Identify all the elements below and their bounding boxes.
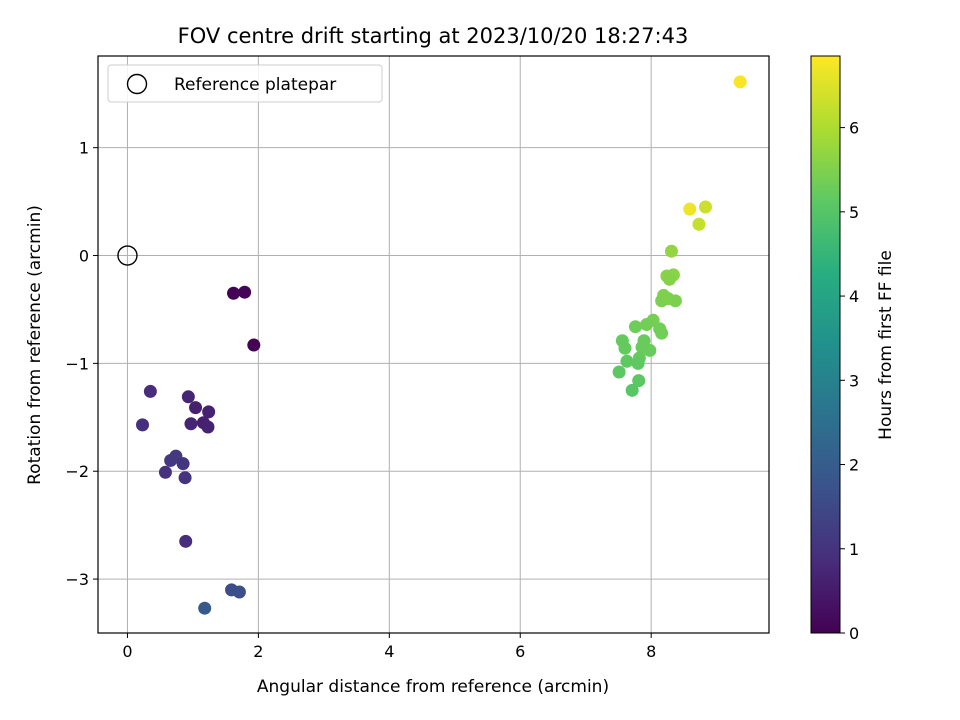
data-point: [202, 405, 216, 419]
data-point: [232, 585, 246, 599]
x-tick-label: 4: [384, 642, 394, 661]
y-tick-label: −1: [65, 354, 89, 373]
grid: [98, 56, 769, 633]
y-axis-ticks: −3 −2 −1 0 1: [65, 139, 98, 589]
data-point: [164, 453, 178, 467]
colorbar-tick-label: 5: [849, 203, 859, 222]
data-point: [238, 285, 252, 299]
y-tick-label: 0: [79, 247, 89, 266]
legend: Reference platepar: [107, 64, 383, 103]
colorbar-tick-label: 3: [849, 371, 859, 390]
data-point: [136, 418, 150, 432]
data-point: [628, 320, 642, 334]
data-points: [136, 75, 747, 615]
data-point: [143, 384, 157, 398]
data-point: [247, 338, 261, 352]
x-axis-ticks: 0 2 4 6 8: [122, 633, 656, 661]
colorbar-tick-label: 4: [849, 287, 859, 306]
x-tick-label: 6: [515, 642, 525, 661]
y-axis-label: Rotation from reference (arcmin): [25, 205, 45, 485]
data-point: [632, 374, 646, 388]
legend-marker-open-circle: [126, 73, 148, 95]
y-tick-label: −2: [65, 462, 89, 481]
colorbar-label: Hours from first FF file: [876, 250, 896, 440]
y-tick-label: −3: [65, 570, 89, 589]
legend-box: [107, 64, 383, 103]
data-point: [618, 341, 632, 355]
data-point: [640, 318, 654, 332]
data-point: [733, 75, 747, 89]
colorbar-tick-label: 0: [849, 624, 859, 643]
reference-marker: [117, 245, 138, 266]
data-point: [612, 365, 626, 379]
x-tick-label: 8: [646, 642, 656, 661]
data-point: [683, 202, 697, 216]
data-point: [176, 457, 190, 471]
data-point: [692, 217, 706, 231]
data-point: [620, 354, 634, 368]
chart-title: FOV centre drift starting at 2023/10/20 …: [178, 24, 689, 48]
data-point: [631, 356, 645, 370]
colorbar-ticks: 0 1 2 3 4 5 6: [840, 119, 859, 643]
x-axis-label: Angular distance from reference (arcmin): [257, 677, 609, 697]
data-point: [699, 200, 713, 214]
data-point: [662, 272, 676, 286]
colorbar: 0 1 2 3 4 5 6 Hours from first FF file: [810, 55, 896, 643]
data-point: [178, 471, 192, 485]
x-tick-label: 0: [122, 642, 132, 661]
data-point: [184, 417, 198, 431]
data-point: [189, 401, 203, 415]
colorbar-tick-label: 6: [849, 119, 859, 138]
data-point: [198, 601, 212, 615]
data-point: [158, 465, 172, 479]
data-point: [643, 343, 657, 357]
data-point: [664, 244, 678, 258]
data-point: [227, 286, 241, 300]
data-point: [655, 326, 669, 340]
plot-frame: [97, 55, 770, 634]
colorbar-tick-label: 1: [849, 540, 859, 559]
legend-label-reference: Reference platepar: [174, 75, 336, 95]
data-point: [625, 383, 639, 397]
colorbar-gradient: [810, 55, 841, 634]
colorbar-tick-label: 2: [849, 456, 859, 475]
y-tick-label: 1: [79, 139, 89, 158]
reference-marker-group: [117, 245, 138, 266]
data-point: [661, 292, 675, 306]
data-point: [181, 390, 195, 404]
data-point: [179, 534, 193, 548]
data-point: [201, 420, 215, 434]
x-tick-label: 2: [253, 642, 263, 661]
